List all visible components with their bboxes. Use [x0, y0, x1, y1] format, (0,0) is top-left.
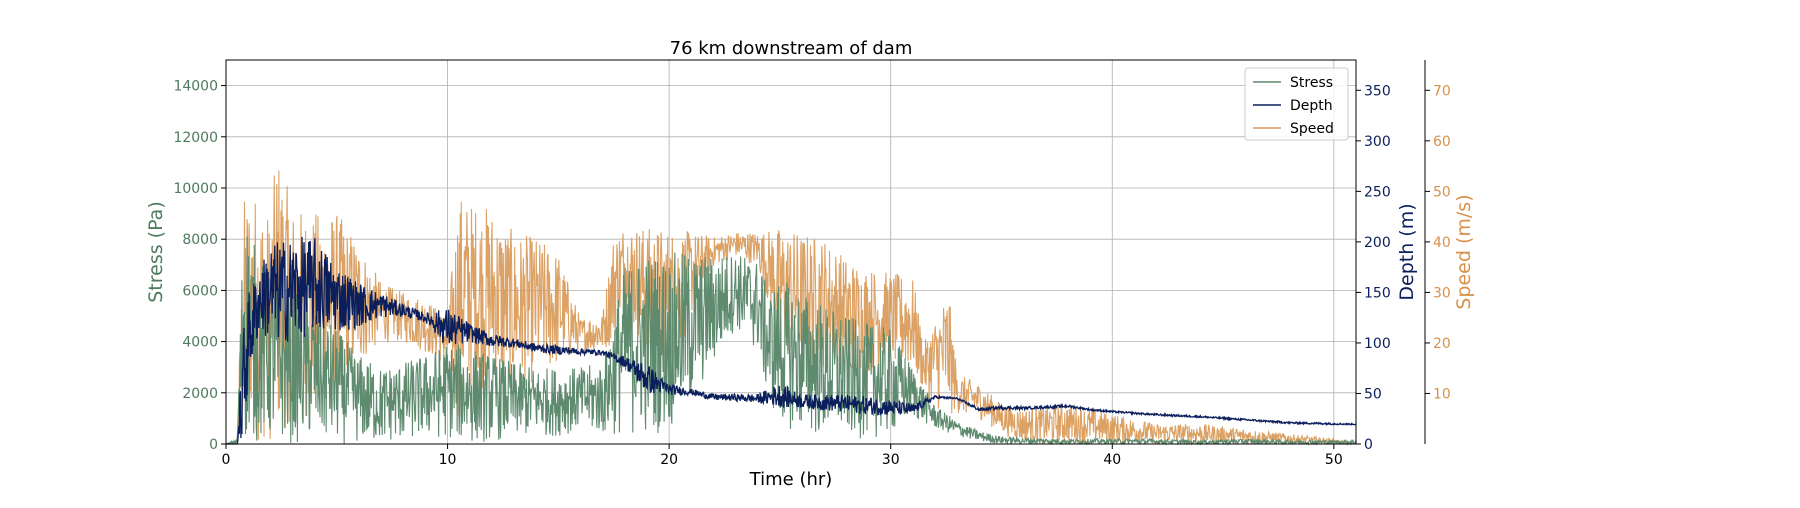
x-tick-label: 20 [660, 452, 678, 468]
speed-tick-label: 30 [1433, 285, 1451, 301]
depth-tick-label: 50 [1364, 386, 1382, 402]
legend-label-speed: Speed [1290, 121, 1334, 137]
speed-axis-label: Speed (m/s) [1453, 194, 1475, 309]
depth-tick-label: 100 [1364, 336, 1391, 352]
series-layer [225, 170, 1357, 446]
stress-series-line [225, 236, 1357, 446]
x-tick-label: 10 [439, 452, 457, 468]
stress-tick-label: 6000 [182, 283, 218, 299]
plot-frame [225, 59, 1357, 445]
speed-tick-label: 10 [1433, 386, 1451, 402]
stress-tick-label: 4000 [182, 335, 218, 351]
chart-title: 76 km downstream of dam [670, 38, 913, 59]
stress-tick-label: 12000 [173, 130, 218, 146]
speed-tick-label: 70 [1433, 83, 1451, 99]
stress-tick-label: 0 [209, 437, 218, 453]
depth-tick-label: 300 [1364, 134, 1391, 150]
x-tick-label: 40 [1103, 452, 1121, 468]
speed-tick-label: 40 [1433, 235, 1451, 251]
speed-series-line [226, 170, 1357, 446]
stress-axis-label: Stress (Pa) [145, 201, 167, 303]
depth-tick-label: 150 [1364, 285, 1391, 301]
stress-tick-label: 10000 [173, 181, 218, 197]
speed-tick-label: 50 [1433, 184, 1451, 200]
depth-series-line [226, 237, 1357, 445]
stress-tick-label: 8000 [182, 232, 218, 248]
depth-tick-label: 350 [1364, 83, 1391, 99]
x-tick-label: 0 [222, 452, 231, 468]
legend-label-depth: Depth [1290, 98, 1333, 114]
legend-label-stress: Stress [1290, 75, 1333, 91]
axes-layer: 0 10 20 30 40 5002000400060008000100001200014… [145, 60, 1475, 468]
depth-axis-label: Depth (m) [1396, 203, 1418, 300]
depth-tick-label: 0 [1364, 437, 1373, 453]
depth-tick-label: 250 [1364, 184, 1391, 200]
x-tick-label: 30 [882, 452, 900, 468]
stress-tick-label: 2000 [182, 386, 218, 402]
x-tick-label: 50 [1325, 452, 1343, 468]
speed-tick-label: 60 [1433, 134, 1451, 150]
legend: Stress Depth Speed [1244, 67, 1349, 141]
speed-tick-label: 20 [1433, 336, 1451, 352]
x-axis-label: Time (hr) [749, 469, 833, 490]
stress-tick-label: 14000 [173, 79, 218, 95]
depth-tick-label: 200 [1364, 235, 1391, 251]
legend-box [1244, 67, 1349, 141]
